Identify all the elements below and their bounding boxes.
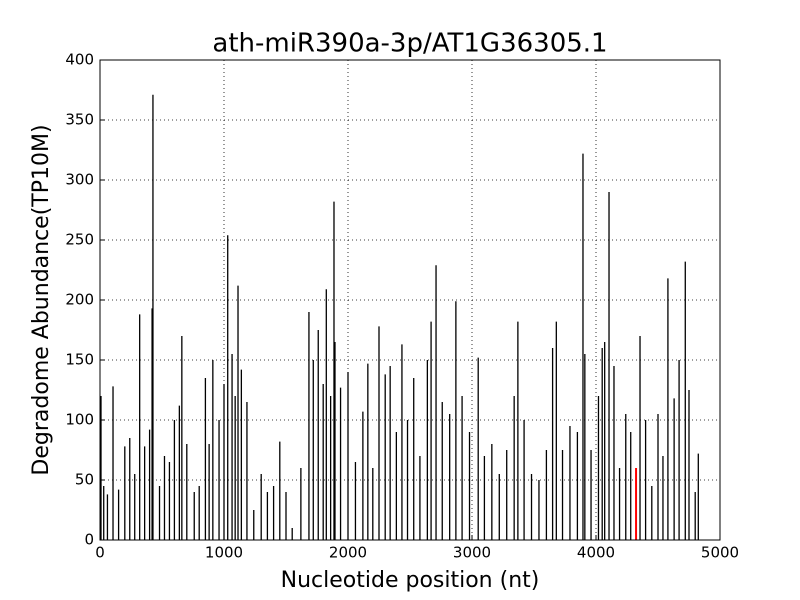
y-tick-label: 100 — [65, 411, 94, 429]
x-tick-label: 1000 — [205, 544, 243, 562]
x-tick-label: 4000 — [577, 544, 615, 562]
x-tick-label: 2000 — [329, 544, 367, 562]
chart-title: ath-miR390a-3p/AT1G36305.1 — [212, 29, 607, 59]
y-tick-label: 200 — [65, 291, 94, 309]
y-tick-label: 0 — [84, 531, 94, 549]
y-tick-label: 150 — [65, 351, 94, 369]
x-tick-label: 3000 — [453, 544, 491, 562]
x-axis-label: Nucleotide position (nt) — [281, 568, 540, 593]
y-tick-label: 400 — [65, 51, 94, 69]
x-tick-label: 0 — [95, 544, 105, 562]
plot-frame — [99, 59, 721, 541]
y-tick-label: 350 — [65, 111, 94, 129]
plot-area: 0 1000 2000 3000 4000 5000 0 50 100 150 200 250 300 3… — [65, 51, 739, 562]
y-tick-label: 50 — [75, 471, 94, 489]
y-tick-label: 250 — [65, 231, 94, 249]
y-axis-label: Degradome Abundance(TP10M) — [29, 124, 54, 475]
x-tick-label: 5000 — [701, 544, 739, 562]
y-tick-label: 300 — [65, 171, 94, 189]
